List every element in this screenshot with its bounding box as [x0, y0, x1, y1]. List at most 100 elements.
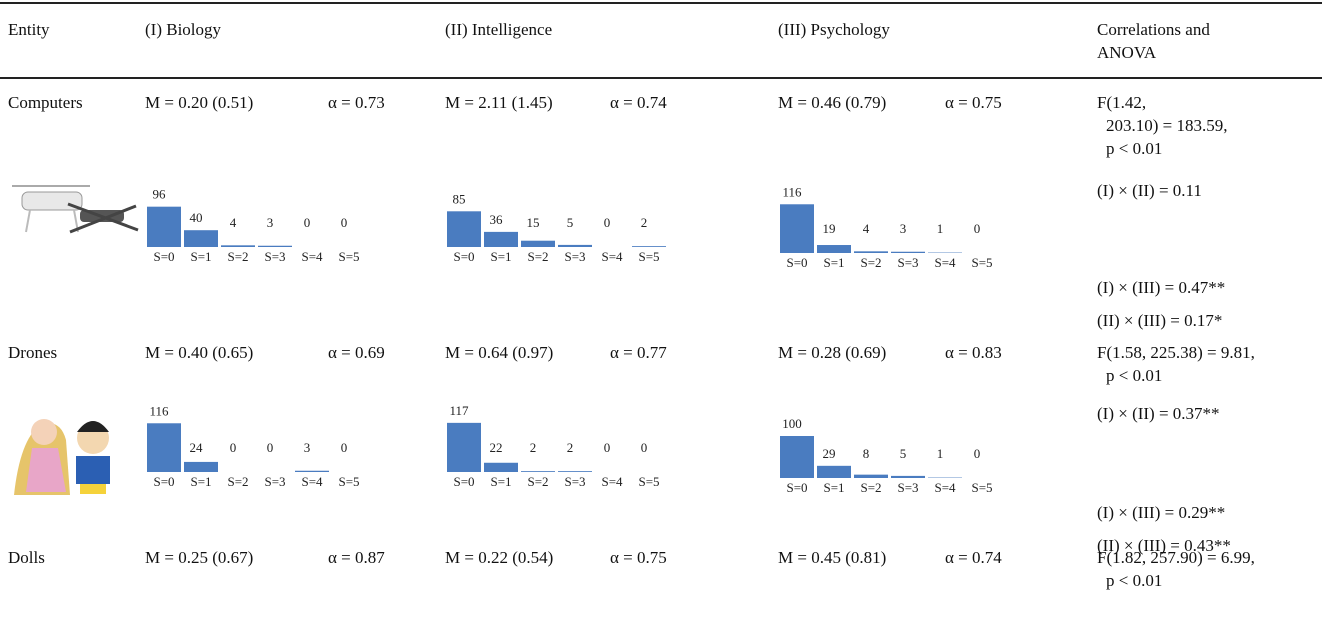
count-label: 0 — [304, 215, 311, 230]
count-label: 0 — [974, 446, 981, 461]
histogram-bar — [891, 252, 925, 253]
score-label: S=1 — [490, 249, 511, 264]
histogram-bar — [484, 463, 518, 472]
mean-sd: M = 0.20 (0.51) — [145, 91, 253, 114]
histogram-bar — [221, 245, 255, 247]
score-label: S=3 — [264, 249, 285, 264]
count-label: 0 — [604, 215, 611, 230]
score-label: S=1 — [823, 480, 844, 495]
cronbach-alpha: α = 0.75 — [945, 91, 1002, 114]
score-label: S=4 — [301, 249, 323, 264]
histogram-bar — [147, 423, 181, 472]
anova-stat: p < 0.01 — [1106, 364, 1162, 387]
count-label: 3 — [267, 215, 274, 230]
entity-name: Drones — [8, 341, 57, 364]
score-label: S=3 — [897, 480, 918, 495]
anova-stat: F(1.82, 257.90) = 6.99, — [1097, 546, 1255, 569]
count-label: 116 — [782, 184, 802, 199]
cronbach-alpha: α = 0.83 — [945, 341, 1002, 364]
histogram-bar — [780, 436, 814, 478]
column-header: Correlations and ANOVA — [1097, 18, 1272, 64]
mean-sd: M = 0.45 (0.81) — [778, 546, 886, 569]
histogram-bar — [521, 471, 555, 472]
cronbach-alpha: α = 0.77 — [610, 341, 667, 364]
score-label: S=1 — [490, 474, 511, 489]
correlation: (I) × (II) = 0.11 — [1097, 179, 1202, 202]
score-label: S=0 — [786, 255, 807, 270]
score-label: S=4 — [934, 255, 956, 270]
score-label: S=5 — [338, 249, 359, 264]
score-label: S=4 — [601, 249, 623, 264]
count-label: 15 — [527, 215, 540, 230]
score-label: S=5 — [638, 474, 659, 489]
mean-sd: M = 0.28 (0.69) — [778, 341, 886, 364]
cronbach-alpha: α = 0.69 — [328, 341, 385, 364]
histogram-bar — [258, 246, 292, 247]
histogram-bar — [854, 251, 888, 253]
score-label: S=2 — [527, 474, 548, 489]
count-label: 24 — [190, 440, 204, 455]
score-label: S=0 — [153, 474, 174, 489]
correlation: (I) × (III) = 0.47** — [1097, 276, 1225, 299]
histogram-bar — [147, 207, 181, 247]
score-label: S=4 — [301, 474, 323, 489]
score-label: S=2 — [227, 474, 248, 489]
score-label: S=3 — [564, 249, 585, 264]
dolls-image — [14, 419, 110, 495]
column-header: Entity — [8, 18, 50, 41]
count-label: 116 — [149, 403, 169, 418]
histogram-bar — [447, 423, 481, 472]
page: 96S=040S=14S=23S=30S=40S=585S=036S=115S=… — [0, 0, 1322, 626]
count-label: 96 — [153, 187, 167, 202]
score-label: S=2 — [860, 480, 881, 495]
count-label: 0 — [974, 221, 981, 236]
score-label: S=5 — [338, 474, 359, 489]
count-label: 117 — [449, 403, 469, 418]
correlation: (I) × (II) = 0.37** — [1097, 402, 1220, 425]
histogram-bar — [447, 211, 481, 247]
score-label: S=3 — [264, 474, 285, 489]
anova-stat: p < 0.01 — [1106, 569, 1162, 592]
score-label: S=1 — [190, 474, 211, 489]
score-label: S=3 — [897, 255, 918, 270]
count-label: 4 — [863, 221, 870, 236]
entity-name: Dolls — [8, 546, 45, 569]
count-label: 0 — [341, 440, 348, 455]
count-label: 0 — [230, 440, 237, 455]
cronbach-alpha: α = 0.75 — [610, 546, 667, 569]
score-label: S=3 — [564, 474, 585, 489]
correlation: (II) × (III) = 0.17* — [1097, 309, 1222, 332]
score-label: S=5 — [971, 480, 992, 495]
count-label: 19 — [823, 221, 836, 236]
histogram-bar — [484, 232, 518, 247]
histogram-bar — [780, 204, 814, 253]
mean-sd: M = 2.11 (1.45) — [445, 91, 553, 114]
count-label: 0 — [604, 440, 611, 455]
score-label: S=5 — [971, 255, 992, 270]
count-label: 0 — [341, 215, 348, 230]
count-label: 0 — [641, 440, 648, 455]
cronbach-alpha: α = 0.74 — [945, 546, 1002, 569]
count-label: 4 — [230, 215, 237, 230]
score-label: S=2 — [227, 249, 248, 264]
count-label: 5 — [900, 446, 907, 461]
column-header: (II) Intelligence — [445, 18, 552, 41]
histogram-bar — [558, 471, 592, 472]
score-label: S=5 — [638, 249, 659, 264]
score-label: S=1 — [823, 255, 844, 270]
count-label: 8 — [863, 446, 870, 461]
score-label: S=4 — [934, 480, 956, 495]
correlation: (I) × (III) = 0.29** — [1097, 501, 1225, 524]
count-label: 40 — [190, 210, 203, 225]
mean-sd: M = 0.64 (0.97) — [445, 341, 553, 364]
histogram-bar — [817, 466, 851, 478]
mean-sd: M = 0.22 (0.54) — [445, 546, 553, 569]
histogram-bar — [632, 246, 666, 247]
score-label: S=0 — [786, 480, 807, 495]
count-label: 2 — [641, 215, 648, 230]
histogram-bar — [817, 245, 851, 253]
count-label: 3 — [304, 440, 311, 455]
count-label: 2 — [530, 440, 537, 455]
mean-sd: M = 0.40 (0.65) — [145, 341, 253, 364]
column-header: (III) Psychology — [778, 18, 890, 41]
